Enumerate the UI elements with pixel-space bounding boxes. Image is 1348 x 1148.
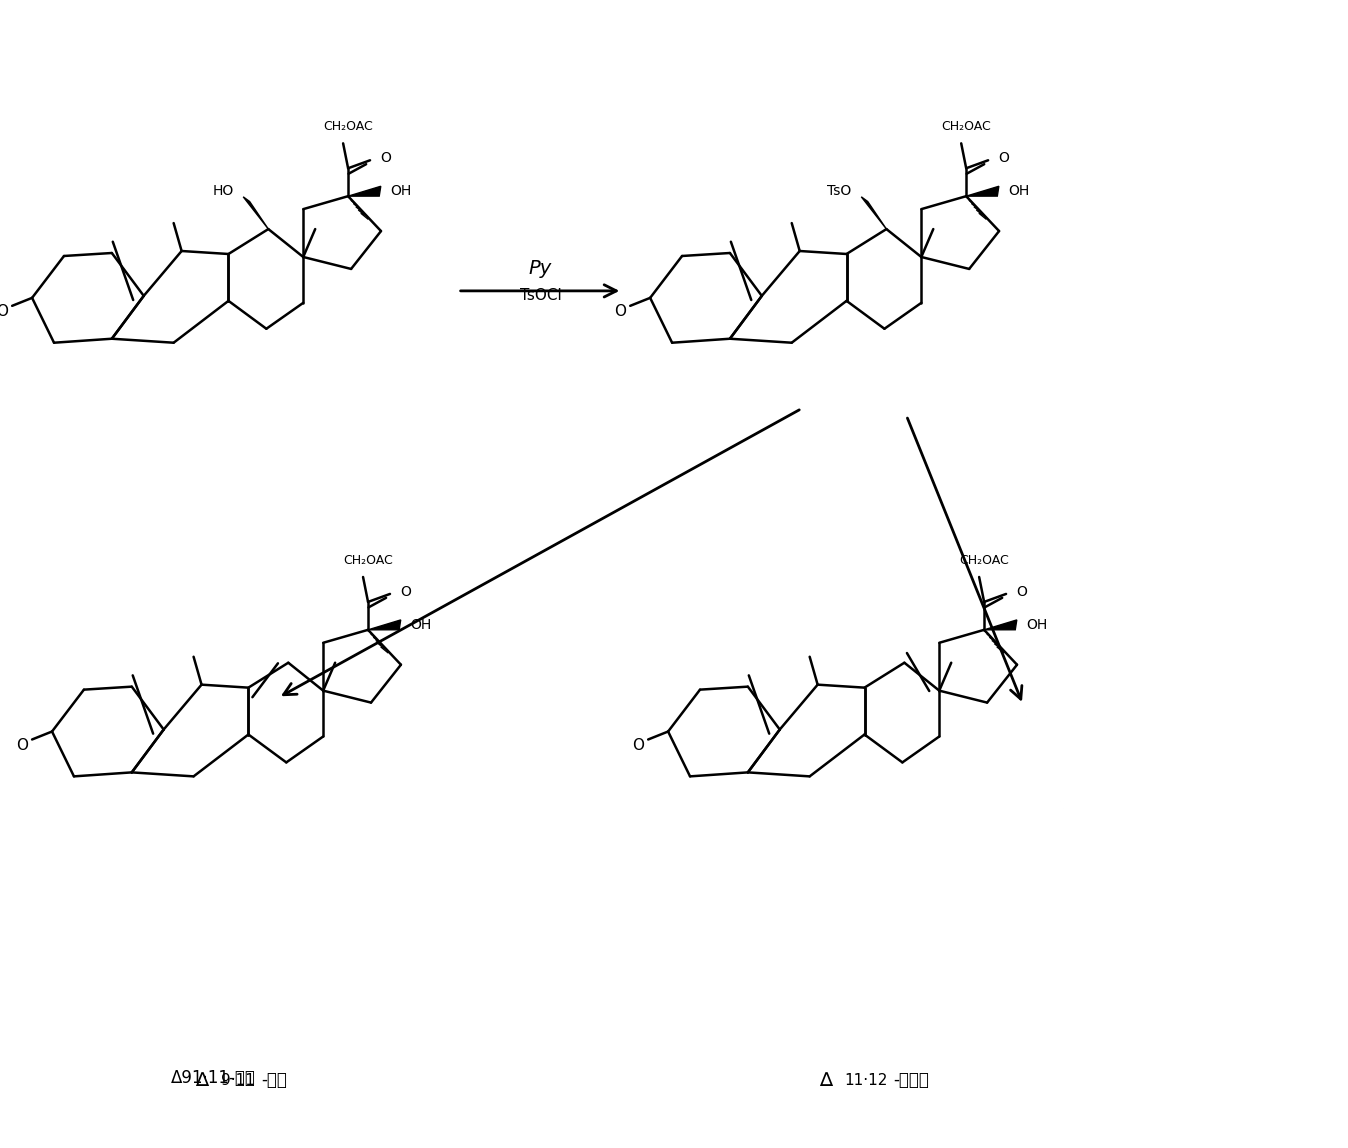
Text: O: O (380, 152, 391, 165)
Text: -孕甸: -孕甸 (262, 1071, 287, 1089)
Text: O: O (16, 738, 28, 753)
Text: 9·11: 9·11 (221, 1073, 255, 1088)
Polygon shape (243, 196, 268, 230)
Text: OH: OH (1008, 184, 1030, 199)
Text: Δ91·11-孕甸: Δ91·11-孕甸 (171, 1070, 256, 1087)
Text: ∆: ∆ (195, 1071, 209, 1089)
Polygon shape (348, 186, 380, 196)
Text: O: O (998, 152, 1008, 165)
Text: CH₂OAC: CH₂OAC (960, 553, 1010, 567)
Polygon shape (967, 186, 999, 196)
Text: O: O (632, 738, 644, 753)
Text: O: O (615, 304, 627, 319)
Text: OH: OH (1026, 618, 1047, 631)
Text: O: O (400, 585, 411, 599)
Polygon shape (368, 620, 400, 630)
Text: 11·12: 11·12 (845, 1073, 888, 1088)
Text: Py: Py (528, 259, 553, 279)
Text: CH₂OAC: CH₂OAC (344, 553, 392, 567)
Text: OH: OH (410, 618, 431, 631)
Text: TsOCl: TsOCl (519, 288, 561, 303)
Polygon shape (984, 620, 1016, 630)
Polygon shape (861, 196, 887, 230)
Text: O: O (1016, 585, 1027, 599)
Text: CH₂OAC: CH₂OAC (941, 119, 991, 133)
Text: ∆: ∆ (818, 1071, 832, 1089)
Text: HO: HO (212, 184, 233, 199)
Text: CH₂OAC: CH₂OAC (324, 119, 373, 133)
Text: OH: OH (390, 184, 411, 199)
Text: TsO: TsO (828, 184, 852, 199)
Text: O: O (0, 304, 8, 319)
Text: -副产物: -副产物 (894, 1071, 929, 1089)
